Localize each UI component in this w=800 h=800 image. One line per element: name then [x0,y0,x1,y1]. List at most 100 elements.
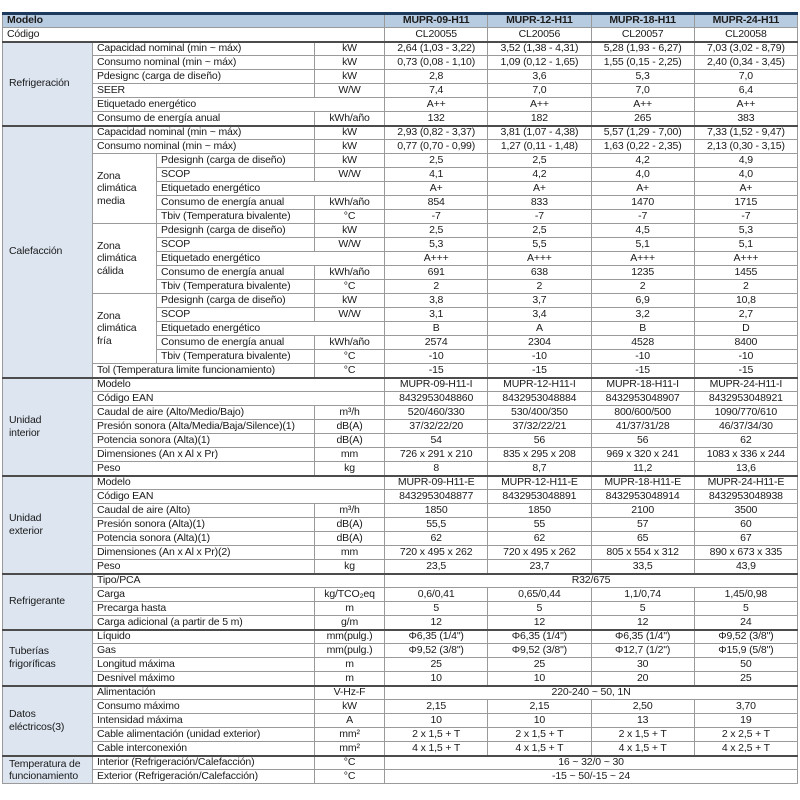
spec-label: Dimensiones (An x Al x Pr) [92,447,315,462]
unit-cell: g/m [313,615,386,630]
header-code-value: CL20055 [384,27,489,42]
spec-label: Presión sonora (Alta/Media/Baja/Silence)… [92,419,315,434]
spec-label: Consumo máximo [92,699,315,714]
unit-cell: kW [313,223,386,238]
value-cell: 7,0 [693,69,799,84]
value-cell: 5 [590,601,695,616]
value-cell: MUPR-12-H11-I [487,376,592,392]
unit-cell: mm(pulg.) [313,628,386,644]
unit-cell: mm² [313,741,386,756]
unit-cell: kg [313,461,386,476]
value-cell: 182 [487,111,592,126]
zone-label: Zona climática media [92,153,157,224]
spec-label: Capacidad nominal (min ~ máx) [92,40,315,56]
unit-cell: kg [313,559,386,574]
value-cell: -10 [590,349,695,364]
spec-label: Pdesignh (carga de diseño) [156,293,315,308]
unit-cell: kWh/año [313,265,386,280]
spec-label: SEER [92,83,315,98]
spec-label: Modelo [91,474,386,490]
section-label: Temperatura de funcionamiento [2,754,93,784]
value-cell: -15 [384,363,489,378]
value-cell: 1715 [693,195,799,210]
value-cell: 2304 [487,335,592,350]
spec-label: Desnivel máximo [92,671,315,686]
header-code-label: Código [1,27,386,42]
spec-label: Consumo de energía anual [156,335,315,350]
value-cell: Φ9,52 (3/8") [487,643,592,658]
value-cell: 8400 [693,335,799,350]
spec-label: Carga adicional (a partir de 5 m) [92,615,315,630]
spec-label: Potencia sonora (Alta)(1) [92,531,315,546]
header-code-value: CL20058 [693,27,799,42]
value-cell: 10 [384,671,489,686]
value-cell: 3,70 [693,699,799,714]
value-cell: 720 x 495 x 262 [384,545,489,560]
value-cell: 50 [693,657,799,672]
value-cell: 4,0 [590,167,695,182]
unit-cell: mm [313,447,386,462]
value-cell: 5 [693,601,799,616]
section-label: Unidad interior [2,376,93,476]
value-cell: 60 [693,517,799,532]
value-cell: B [590,321,695,336]
value-cell: 2 [693,279,799,294]
value-cell: MUPR-09-H11-I [384,376,489,392]
value-cell: 0,65/0,44 [487,587,592,602]
spec-label: SCOP [156,237,315,252]
unit-cell: dB(A) [313,433,386,448]
value-cell: 7,0 [590,83,695,98]
value-cell: 57 [590,517,695,532]
value-cell: 5,1 [590,237,695,252]
unit-cell: °C [313,363,386,378]
spec-label: Consumo nominal (min ~ máx) [92,55,315,70]
unit-cell: kW [313,69,386,84]
unit-cell: mm [313,545,386,560]
unit-cell: dB(A) [313,531,386,546]
value-cell: 726 x 291 x 210 [384,447,489,462]
value-cell: 8432953048938 [693,489,799,504]
value-cell: 3,2 [590,307,695,322]
value-cell: 41/37/31/28 [590,419,695,434]
value-cell: A [487,321,592,336]
spec-label: Consumo de energía anual [92,111,315,126]
section-label: Unidad exterior [2,474,93,574]
value-cell: 12 [590,615,695,630]
value-cell: 3,81 (1,07 - 4,38) [487,124,592,140]
section-label: Datos eléctricos(3) [2,684,93,756]
value-cell: -7 [693,209,799,224]
value-cell: 13,6 [693,461,799,476]
value-cell: 10 [487,713,592,728]
header-code-value: CL20056 [487,27,592,42]
spec-label: Consumo de energía anual [156,265,315,280]
value-cell: 56 [487,433,592,448]
value-cell: -10 [487,349,592,364]
value-cell: 56 [590,433,695,448]
value-cell: 530/400/350 [487,405,592,420]
unit-cell: W/W [313,237,386,252]
spec-label: Exterior (Refrigeración/Calefacción) [92,769,315,784]
value-cell: A+ [384,181,489,196]
value-cell: 8432953048884 [487,391,592,406]
header-model-label: Modelo [1,12,386,28]
zone-label: Zona climática fría [92,293,157,364]
value-cell: 1,1/0,74 [590,587,695,602]
value-cell: A+++ [693,251,799,266]
value-cell: 2,64 (1,03 - 3,22) [384,40,489,56]
value-span-cell: R32/675 [384,572,798,588]
spec-label: Dimensiones (An x Al x Pr)(2) [92,545,315,560]
spec-label: Tbiv (Temperatura bivalente) [156,209,315,224]
value-cell: 4,0 [693,167,799,182]
value-cell: 3,7 [487,293,592,308]
value-cell: 0,6/0,41 [384,587,489,602]
value-cell: MUPR-12-H11-E [487,474,592,490]
value-cell: 2100 [590,503,695,518]
value-cell: 2,50 [590,699,695,714]
spec-label: Tbiv (Temperatura bivalente) [156,349,315,364]
spec-label: SCOP [156,307,315,322]
value-cell: 132 [384,111,489,126]
value-cell: 55 [487,517,592,532]
value-cell: 10 [487,671,592,686]
value-cell: 805 x 554 x 312 [590,545,695,560]
unit-cell: m³/h [313,405,386,420]
